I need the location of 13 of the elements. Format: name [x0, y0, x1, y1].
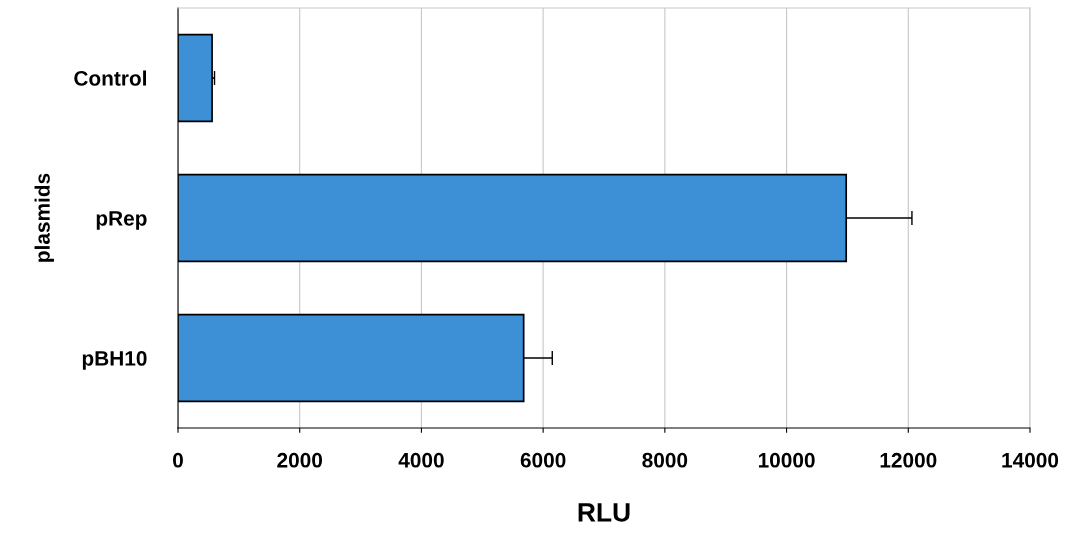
x-tick-label: 8000	[642, 452, 688, 468]
x-tick-label: 10000	[758, 452, 815, 468]
x-tick-label: 2000	[277, 452, 323, 468]
y-tick-label: pRep	[96, 211, 147, 230]
x-tick-label: 0	[173, 452, 183, 468]
x-tick-label: 12000	[880, 452, 937, 468]
x-tick-label: 4000	[398, 452, 444, 468]
x-tick-label: 14000	[1002, 452, 1059, 468]
y-tick-label: pBH10	[82, 351, 147, 370]
y-tick-label: Control	[74, 70, 146, 86]
x-tick-label: 6000	[520, 452, 566, 468]
x-axis-title: RLU	[578, 503, 630, 522]
y-axis-title: plasmids	[34, 173, 54, 262]
